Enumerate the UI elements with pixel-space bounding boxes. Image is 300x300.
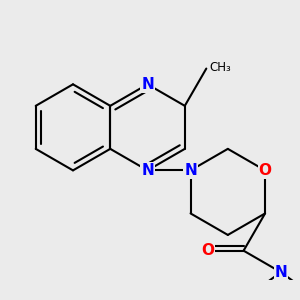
Text: N: N: [274, 265, 287, 280]
Text: CH₃: CH₃: [210, 61, 232, 74]
Text: N: N: [141, 163, 154, 178]
Text: N: N: [184, 163, 197, 178]
Text: O: O: [259, 163, 272, 178]
Text: O: O: [201, 243, 214, 258]
Text: N: N: [141, 77, 154, 92]
